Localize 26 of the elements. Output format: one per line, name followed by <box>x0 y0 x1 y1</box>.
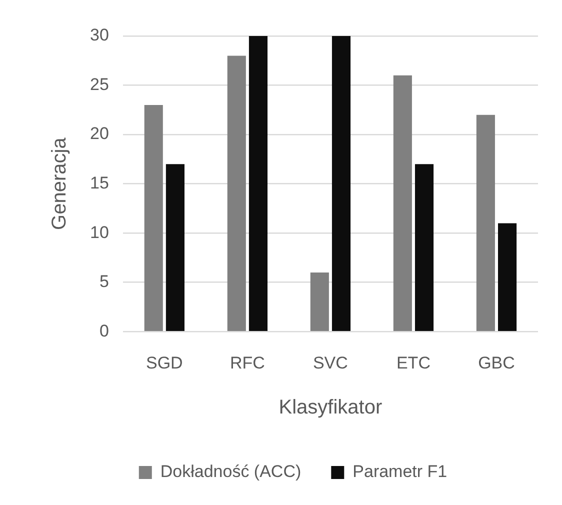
x-tick-label: SGD <box>146 353 183 372</box>
legend-label: Dokładność (ACC) <box>160 462 302 482</box>
bar <box>476 114 495 331</box>
y-tick-label: 30 <box>90 26 109 45</box>
x-axis-title: Klasyfikator <box>278 396 382 419</box>
x-tick-label: RFC <box>230 353 265 372</box>
y-tick-label: 15 <box>90 173 109 192</box>
x-tick-label: SVC <box>312 353 348 372</box>
bar <box>393 75 412 331</box>
bar <box>227 56 246 331</box>
x-tick-label: ETC <box>396 353 430 372</box>
y-tick-label: 5 <box>99 272 109 292</box>
y-tick-label: 10 <box>90 222 109 242</box>
bar <box>310 272 329 331</box>
bar <box>166 164 184 331</box>
y-axis-title: Generacja <box>48 136 71 230</box>
y-tick-label: 0 <box>99 321 109 340</box>
bar <box>332 36 351 331</box>
x-tick-label: GBC <box>478 353 515 372</box>
bar <box>498 223 517 331</box>
legend-label: Parametr F1 <box>352 462 448 482</box>
bar <box>144 104 163 331</box>
y-tick-label: 20 <box>90 124 109 144</box>
y-tick-label: 25 <box>90 74 109 94</box>
bar <box>414 164 434 331</box>
bar <box>248 36 268 331</box>
